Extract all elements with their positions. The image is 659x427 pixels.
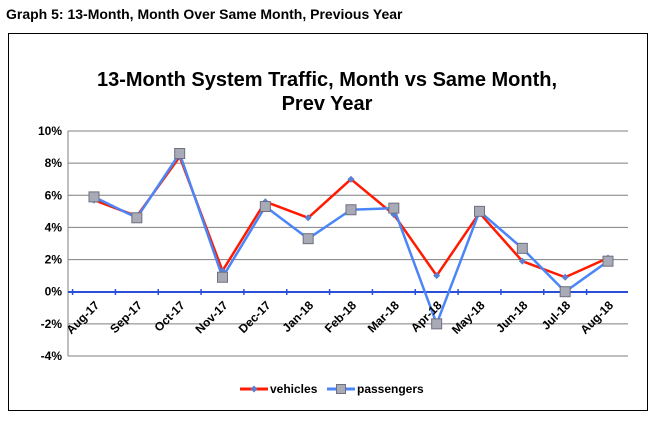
point-vehicles-11	[561, 273, 569, 281]
x-tick-label-2: Oct-17	[151, 298, 188, 335]
x-tick-label-6: Feb-18	[322, 298, 359, 335]
x-tick-label-5: Jan-18	[279, 298, 316, 335]
x-tick-label-9: May-18	[449, 298, 488, 337]
point-passengers-0	[88, 191, 100, 203]
point-passengers-6	[345, 204, 357, 216]
y-tick-label-4: 4%	[45, 220, 63, 234]
point-vehicles-8	[433, 272, 441, 280]
series-lines	[88, 148, 614, 330]
y-tick-label-0: -4%	[41, 349, 63, 363]
x-tick-label-4: Dec-17	[236, 298, 274, 336]
point-passengers-7	[388, 202, 400, 214]
point-vehicles-10	[518, 257, 526, 265]
y-tick-label-2: 0%	[45, 285, 63, 299]
point-passengers-2	[174, 148, 186, 159]
x-tick-label-12: Aug-18	[577, 298, 616, 337]
x-tick-label-3: Nov-17	[192, 298, 230, 336]
x-tick-label-0: Aug-17	[63, 298, 102, 337]
legend: vehicles passengers	[240, 382, 424, 396]
x-tick-label-1: Sep-17	[107, 298, 145, 336]
point-passengers-8	[431, 318, 443, 330]
axes	[67, 131, 628, 356]
point-passengers-1	[131, 212, 143, 224]
y-tick-label-1: -2%	[41, 317, 63, 331]
point-vehicles-6	[347, 175, 355, 183]
point-passengers-11	[559, 286, 571, 298]
point-passengers-3	[217, 271, 228, 283]
page-heading: Graph 5: 13-Month, Month Over Same Month…	[6, 6, 403, 22]
chart-title-line-1: 13-Month System Traffic, Month vs Same M…	[97, 69, 557, 91]
chart-frame	[8, 33, 648, 411]
legend-label-vehicles: vehicles	[270, 382, 318, 396]
tick-labels: -4% -2% 0% 2% 4% 6% 8% 10% Aug-17 Sep-17 Oct-17 Nov…	[38, 124, 616, 363]
x-tick-label-7: Mar-18	[365, 298, 402, 335]
y-tick-label-5: 6%	[45, 188, 63, 202]
point-passengers-12	[602, 255, 614, 267]
legend-marker-vehicles	[250, 385, 258, 393]
y-tick-label-6: 8%	[45, 156, 63, 170]
y-tick-label-3: 2%	[45, 253, 63, 267]
x-tick-label-11: Jul-18	[539, 298, 574, 333]
point-vehicles-5	[304, 214, 312, 222]
point-passengers-4	[259, 201, 271, 213]
point-passengers-10	[516, 242, 528, 254]
point-passengers-9	[474, 205, 485, 217]
legend-marker-passengers	[336, 384, 346, 394]
chart-title-line-2: Prev Year	[282, 93, 373, 115]
x-tick-label-10: Jun-18	[493, 298, 530, 335]
point-passengers-5	[302, 233, 314, 245]
legend-label-passengers: passengers	[357, 382, 424, 396]
y-tick-label-7: 10%	[38, 124, 62, 138]
